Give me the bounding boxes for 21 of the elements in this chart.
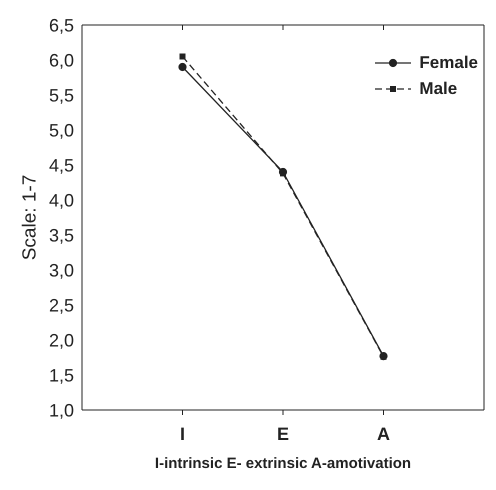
- x-tick-label: A: [377, 424, 390, 444]
- y-tick-label: 6,5: [48, 15, 74, 36]
- x-tick-label: I: [180, 424, 186, 444]
- y-tick-label: 2,5: [48, 295, 74, 316]
- legend-label: Male: [419, 78, 458, 100]
- x-tick-label: E: [276, 424, 290, 444]
- y-tick-label: 5,0: [48, 120, 74, 140]
- y-tick-label: 2,0: [48, 330, 74, 350]
- y-axis-title: Scale: 1-7: [20, 174, 40, 260]
- y-tick-label: 3,5: [48, 225, 74, 246]
- y-tick-label: 3,0: [48, 260, 74, 280]
- y-tick-label: 1,0: [48, 400, 74, 420]
- y-tick-label: 4,0: [48, 190, 74, 210]
- y-tick-label: 6,0: [48, 50, 74, 70]
- x-axis-title: I-intrinsic E- extrinsic A-amotivation: [154, 455, 412, 472]
- legend-label: Female: [419, 52, 478, 74]
- y-tick-label: 5,5: [48, 85, 74, 106]
- point: [178, 62, 187, 72]
- y-tick-label: 1,5: [48, 365, 74, 386]
- point: [180, 54, 186, 60]
- y-tick-label: 4,5: [48, 155, 74, 176]
